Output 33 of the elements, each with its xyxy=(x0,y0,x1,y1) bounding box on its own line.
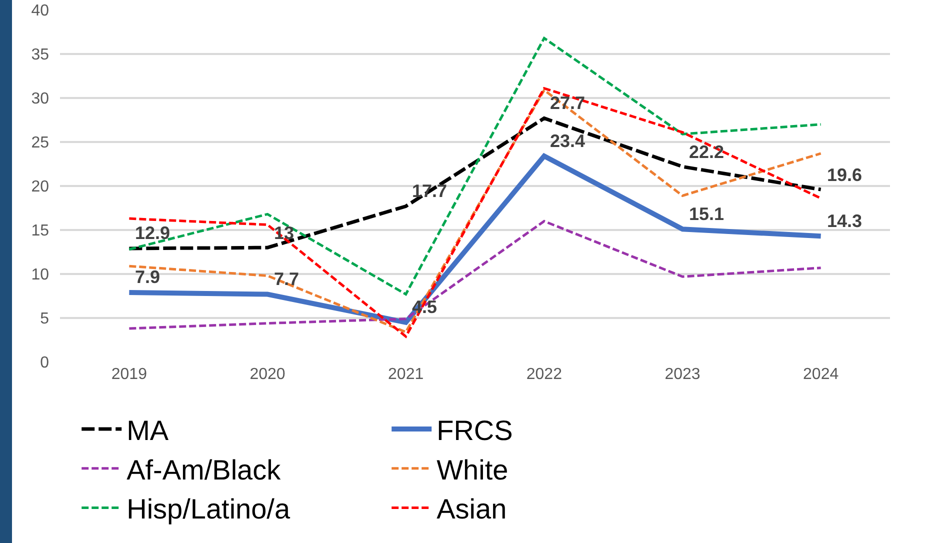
data-label: 7.9 xyxy=(135,267,160,287)
data-label: 13 xyxy=(274,223,294,243)
y-tick-label: 30 xyxy=(31,90,50,108)
data-label: 23.4 xyxy=(550,131,586,151)
legend-label: White xyxy=(436,454,508,486)
y-tick-label: 35 xyxy=(31,46,50,64)
y-tick-label: 10 xyxy=(31,266,50,284)
x-tick-label: 2023 xyxy=(664,366,700,383)
x-tick-label: 2022 xyxy=(526,366,562,383)
data-label: 7.7 xyxy=(274,269,300,289)
line-series xyxy=(128,36,822,296)
y-tick-label: 40 xyxy=(31,2,50,20)
x-tick-label: 2020 xyxy=(250,366,286,383)
legend-label: FRCS xyxy=(436,414,513,446)
legend-label: Asian xyxy=(436,494,507,525)
data-label: 14.3 xyxy=(827,211,862,231)
x-tick-label: 2019 xyxy=(111,366,148,383)
data-label: 12.9 xyxy=(135,223,170,243)
x-tick-label: 2024 xyxy=(803,366,839,383)
legend-label: Af-Am/Black xyxy=(126,454,282,486)
y-tick-label: 5 xyxy=(40,310,50,328)
x-tick-label: 2021 xyxy=(388,366,424,383)
legend-label: MA xyxy=(126,414,169,446)
y-tick-label: 15 xyxy=(31,222,50,240)
line-series xyxy=(127,116,823,250)
data-label: 19.6 xyxy=(827,165,862,185)
y-tick-label: 0 xyxy=(40,354,50,372)
y-tick-label: 25 xyxy=(31,134,50,152)
data-label: 22.2 xyxy=(689,142,724,162)
y-tick-label: 20 xyxy=(31,178,50,196)
line-series xyxy=(128,220,822,330)
legend-label: Hisp/Latino/a xyxy=(126,494,290,525)
data-label: 15.1 xyxy=(689,204,724,224)
